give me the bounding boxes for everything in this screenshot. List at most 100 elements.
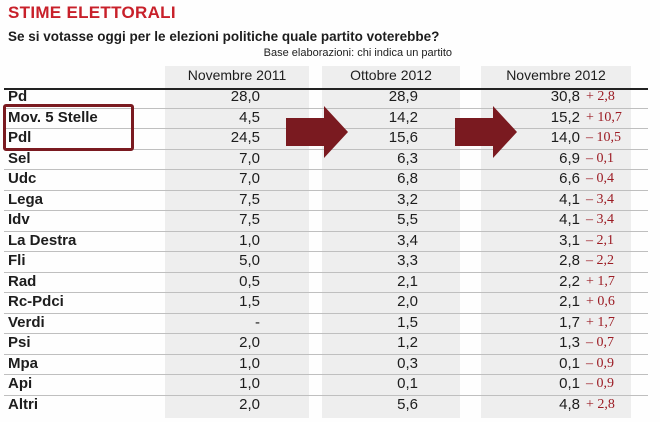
value-ott-2012: 6,8 — [397, 170, 418, 187]
column-panel-nov-2011 — [165, 66, 309, 418]
delta-label: – 10,5 — [586, 130, 621, 145]
value-nov-2011: - — [255, 313, 260, 331]
value-nov-2012: 0,1 — [559, 375, 580, 392]
table-row: Rad 0,5 2,1 2,2 + 1,7 — [0, 272, 660, 293]
delta-label: – 0,7 — [586, 335, 614, 350]
value-nov-2011: 5,0 — [239, 252, 260, 269]
value-ott-2012: 14,2 — [388, 108, 418, 126]
value-ott-2012: 5,5 — [397, 211, 418, 228]
party-label: Udc — [8, 170, 37, 187]
table-row: Lega 7,5 3,2 4,1 – 3,4 — [0, 190, 660, 211]
delta-label: – 0,1 — [586, 150, 614, 166]
party-label: Pd — [8, 88, 28, 105]
delta-label: + 1,7 — [586, 314, 615, 330]
delta-label: + 1,7 — [586, 273, 615, 289]
party-label: Idv — [8, 211, 30, 228]
value-ott-2012: 3,4 — [397, 231, 418, 249]
value-nov-2012: 2,1 — [559, 293, 580, 310]
table-row: Idv 7,5 5,5 4,1 – 3,4 — [0, 210, 660, 231]
row-divider — [4, 312, 648, 314]
row-divider — [4, 271, 648, 273]
party-label: Altri — [8, 395, 38, 413]
value-nov-2011: 7,5 — [239, 190, 260, 208]
value-nov-2012: 1,7 — [559, 313, 580, 331]
row-divider — [4, 210, 648, 211]
value-nov-2011: 2,0 — [239, 334, 260, 351]
value-nov-2012: 6,6 — [559, 170, 580, 187]
chart-subtitle: Se si votasse oggi per le elezioni polit… — [8, 29, 440, 44]
arrow-right-icon — [286, 106, 348, 158]
party-label: Mov. 5 Stelle — [8, 108, 98, 126]
party-label: Api — [8, 375, 33, 392]
value-nov-2011: 7,0 — [239, 149, 260, 167]
value-nov-2011: 2,0 — [239, 395, 260, 413]
party-label: Mpa — [8, 354, 38, 372]
table-row: Verdi - 1,5 1,7 + 1,7 — [0, 313, 660, 334]
table-row: Fli 5,0 3,3 2,8 – 2,2 — [0, 251, 660, 272]
table-row: Pdl 24,5 15,6 14,0 – 10,5 — [0, 128, 660, 149]
delta-label: + 2,8 — [586, 396, 615, 412]
value-nov-2012: 30,8 — [550, 88, 580, 105]
row-divider — [4, 292, 648, 293]
party-label: Sel — [8, 149, 31, 167]
row-divider — [4, 230, 648, 232]
value-nov-2012: 3,1 — [559, 231, 580, 249]
table-row: La Destra 1,0 3,4 3,1 – 2,1 — [0, 231, 660, 252]
value-ott-2012: 1,5 — [397, 313, 418, 331]
delta-label: – 2,1 — [586, 232, 614, 248]
value-nov-2011: 28,0 — [230, 88, 260, 105]
party-label: Pdl — [8, 129, 32, 146]
row-divider — [4, 251, 648, 252]
table-row: Psi 2,0 1,2 1,3 – 0,7 — [0, 333, 660, 354]
chart-title: STIME ELETTORALI — [8, 3, 176, 22]
value-ott-2012: 5,6 — [397, 395, 418, 413]
delta-label: – 3,4 — [586, 191, 614, 207]
delta-label: + 10,7 — [586, 109, 622, 125]
row-divider — [4, 374, 648, 375]
row-divider — [4, 169, 648, 170]
value-ott-2012: 2,1 — [397, 272, 418, 290]
value-nov-2011: 4,5 — [239, 108, 260, 126]
value-nov-2012: 2,2 — [559, 272, 580, 290]
value-nov-2012: 0,1 — [559, 354, 580, 372]
row-divider — [4, 107, 648, 109]
value-nov-2011: 24,5 — [230, 129, 260, 146]
value-nov-2012: 14,0 — [550, 129, 580, 146]
value-nov-2012: 15,2 — [550, 108, 580, 126]
value-nov-2011: 7,0 — [239, 170, 260, 187]
value-nov-2012: 2,8 — [559, 252, 580, 269]
value-nov-2011: 1,0 — [239, 231, 260, 249]
party-label: Fli — [8, 252, 26, 269]
value-ott-2012: 6,3 — [397, 149, 418, 167]
value-ott-2012: 15,6 — [388, 129, 418, 146]
delta-label: – 2,2 — [586, 253, 614, 268]
delta-label: – 0,9 — [586, 376, 614, 391]
row-divider — [4, 394, 648, 396]
table-row: Altri 2,0 5,6 4,8 + 2,8 — [0, 395, 660, 416]
column-header-nov-2012: Novembre 2012 — [506, 67, 606, 83]
party-label: Rc-Pdci — [8, 293, 64, 310]
party-label: Psi — [8, 334, 31, 351]
table-row: Sel 7,0 6,3 6,9 – 0,1 — [0, 149, 660, 170]
value-nov-2012: 1,3 — [559, 334, 580, 351]
party-label: Verdi — [8, 313, 45, 331]
delta-label: – 3,4 — [586, 212, 614, 227]
table-row: Rc-Pdci 1,5 2,0 2,1 + 0,6 — [0, 292, 660, 313]
column-panel-ott-2012 — [322, 66, 460, 418]
delta-label: + 0,6 — [586, 294, 615, 309]
value-nov-2012: 6,9 — [559, 149, 580, 167]
delta-label: – 0,4 — [586, 171, 614, 186]
party-label: Lega — [8, 190, 44, 208]
table-row: Api 1,0 0,1 0,1 – 0,9 — [0, 374, 660, 395]
table-row: Udc 7,0 6,8 6,6 – 0,4 — [0, 169, 660, 190]
value-ott-2012: 3,3 — [397, 252, 418, 269]
column-header-ott-2012: Ottobre 2012 — [350, 67, 432, 83]
value-nov-2012: 4,1 — [559, 190, 580, 208]
value-nov-2011: 1,0 — [239, 354, 260, 372]
highlight-box-m5s-pdl — [3, 104, 134, 151]
party-label: La Destra — [8, 231, 77, 249]
value-nov-2012: 4,8 — [559, 395, 580, 413]
value-ott-2012: 3,2 — [397, 190, 418, 208]
header-rule — [4, 88, 648, 90]
value-ott-2012: 1,2 — [397, 334, 418, 351]
